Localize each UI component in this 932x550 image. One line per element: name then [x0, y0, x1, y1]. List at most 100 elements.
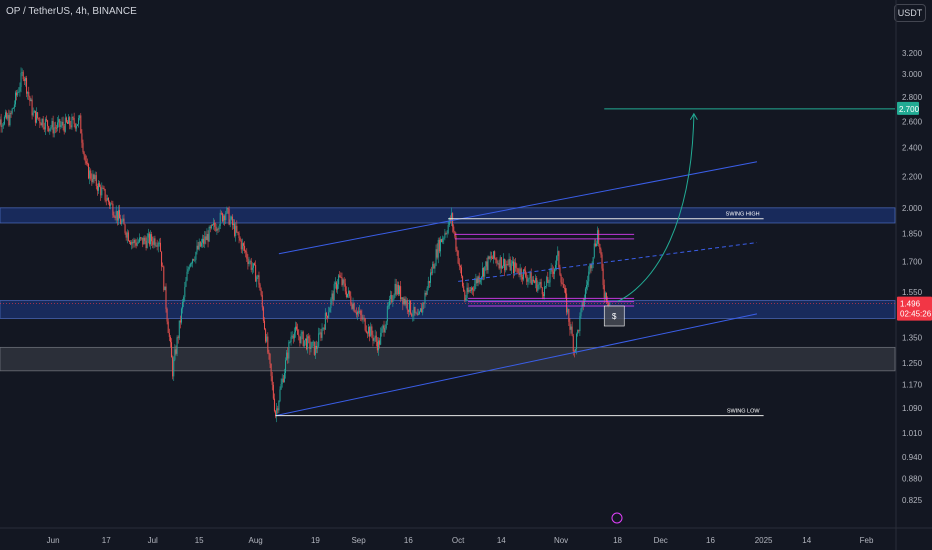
- candle-body: [494, 251, 496, 259]
- candle-body: [349, 290, 351, 297]
- time-tick-label: 14: [497, 536, 506, 545]
- candle-body: [296, 326, 298, 330]
- target-price-label: 2.700: [899, 105, 920, 114]
- candle-body: [372, 334, 374, 341]
- candle-body: [299, 336, 301, 344]
- candle-body: [26, 77, 28, 94]
- candle-body: [91, 178, 93, 183]
- candle-body: [0, 119, 2, 127]
- candle-body: [586, 284, 588, 289]
- candle-body: [163, 266, 165, 291]
- resistance-zone: [0, 207, 896, 224]
- candle-body: [456, 249, 458, 252]
- candle-body: [28, 91, 30, 97]
- candle-body: [532, 279, 534, 282]
- price-tick-label: 1.350: [902, 333, 923, 342]
- candle-body: [291, 335, 293, 337]
- candle-body: [325, 312, 327, 316]
- symbol-header: OP / TetherUS, 4h, BINANCE: [6, 6, 137, 17]
- candle-body: [100, 186, 102, 196]
- candle-body: [417, 313, 419, 316]
- candle-body: [569, 321, 571, 330]
- candle-body: [337, 284, 339, 290]
- candle-body: [603, 285, 605, 298]
- candle-body: [547, 277, 549, 283]
- candle-body: [205, 236, 207, 241]
- candle-body: [374, 335, 376, 339]
- time-tick-label: 17: [102, 536, 111, 545]
- candle-body: [131, 241, 133, 245]
- price-tick-label: 2.600: [902, 117, 923, 126]
- price-tick-label: 1.090: [902, 404, 923, 413]
- candle-body: [62, 121, 64, 127]
- candle-body: [184, 286, 186, 297]
- candle-body: [136, 242, 138, 246]
- candle-body: [408, 300, 410, 312]
- candle-body: [271, 376, 273, 385]
- candle-body: [420, 308, 422, 312]
- candle-body: [562, 283, 564, 288]
- candle-body: [259, 284, 261, 291]
- candle-body: [293, 332, 295, 339]
- candle-body: [79, 115, 81, 118]
- candle-body: [468, 290, 470, 292]
- candle-body: [252, 263, 254, 268]
- channel-upper-line: [278, 161, 758, 255]
- candle-body: [186, 271, 188, 281]
- candle-body: [14, 92, 16, 105]
- candle-body: [390, 294, 392, 300]
- candle-body: [24, 77, 26, 81]
- candle-body: [327, 315, 329, 318]
- candle-body: [310, 347, 312, 349]
- candles-layer: [0, 67, 611, 423]
- candle-body: [45, 119, 47, 121]
- candle-body: [185, 280, 187, 287]
- candle-body: [210, 224, 212, 229]
- candle-body: [175, 349, 177, 354]
- currency-unit-button[interactable]: USDT: [894, 4, 926, 22]
- candle-body: [281, 378, 283, 385]
- candle-body: [19, 87, 21, 92]
- candle-body: [245, 250, 247, 253]
- candle-body: [584, 288, 586, 299]
- time-tick-label: Nov: [554, 536, 568, 545]
- candle-body: [290, 336, 292, 342]
- channel-lower-line: [275, 313, 758, 417]
- candle-body: [119, 210, 121, 219]
- candle-body: [289, 341, 291, 343]
- candle-body: [276, 408, 278, 417]
- candle-body: [134, 239, 136, 243]
- candle-body: [560, 274, 562, 283]
- candle-body: [393, 295, 395, 300]
- candle-body: [16, 92, 18, 96]
- candle-body: [447, 224, 449, 234]
- candle-body: [404, 298, 406, 305]
- price-tick-label: 0.940: [902, 453, 923, 462]
- candle-body: [376, 341, 378, 351]
- candle-body: [115, 211, 117, 218]
- candle-body: [473, 289, 475, 291]
- candle-body: [514, 262, 516, 273]
- candle-body: [278, 401, 280, 411]
- candle-body: [542, 294, 544, 296]
- candle-body: [216, 228, 218, 231]
- candle-body: [6, 112, 8, 119]
- candle-body: [538, 284, 540, 285]
- candle-body: [180, 308, 182, 323]
- candle-body: [568, 309, 570, 322]
- candle-body: [177, 337, 179, 339]
- candle-body: [531, 279, 533, 285]
- candle-body: [158, 242, 160, 244]
- candle-body: [472, 287, 474, 290]
- candle-body: [478, 276, 480, 283]
- candle-body: [12, 107, 14, 109]
- candle-body: [255, 265, 257, 282]
- candle-body: [343, 279, 345, 284]
- candle-body: [457, 251, 459, 264]
- candle-body: [465, 298, 467, 301]
- candle-body: [256, 277, 258, 282]
- candle-body: [338, 275, 340, 285]
- candle-body: [429, 272, 431, 283]
- candle-body: [142, 237, 144, 245]
